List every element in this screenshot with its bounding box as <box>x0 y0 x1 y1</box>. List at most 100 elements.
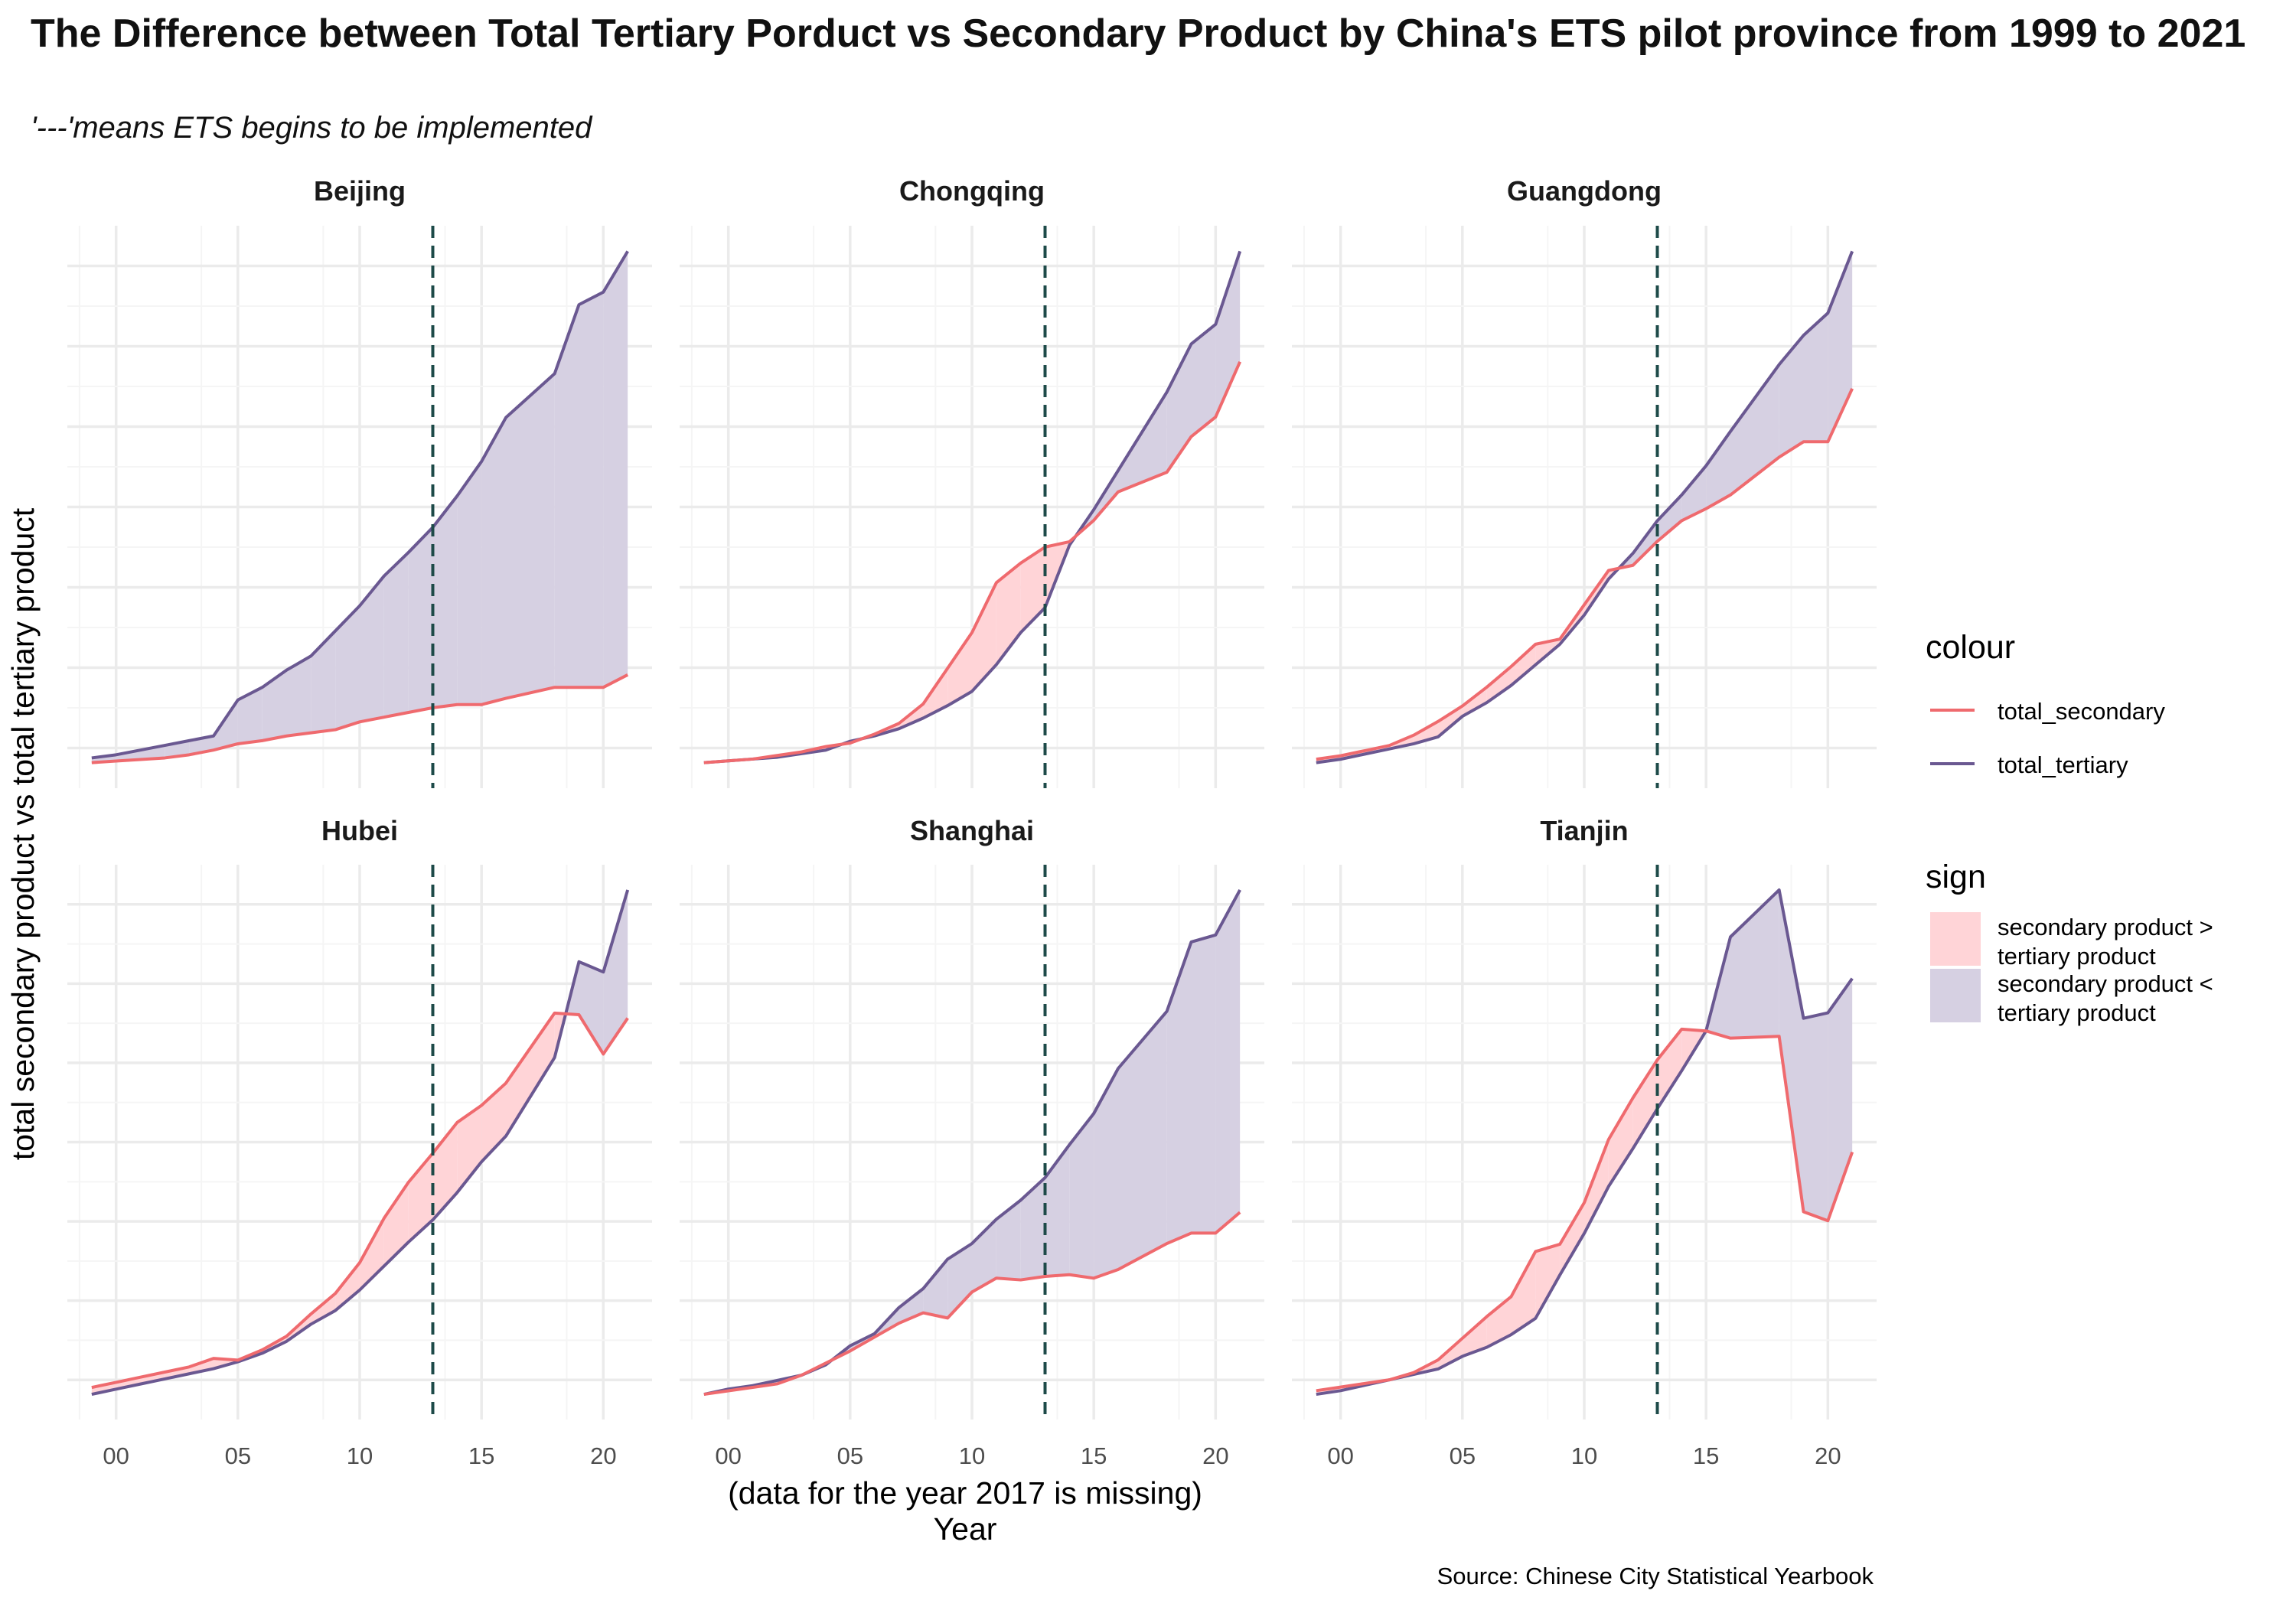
ribbon-segment <box>947 632 972 706</box>
x-tick-label: 15 <box>1693 1442 1719 1469</box>
ribbon-segment <box>1462 686 1487 717</box>
x-tick-label: 15 <box>1081 1442 1107 1469</box>
difference-ribbon <box>1316 251 1853 763</box>
line-total-tertiary <box>91 250 629 760</box>
ribbon-segment <box>1828 978 1853 1221</box>
ribbon-segment <box>996 1200 1021 1280</box>
ribbon-segment <box>1632 520 1658 566</box>
legend-label-tertiary-greater-l1: secondary product < <box>1998 970 2213 997</box>
ribbon-segment <box>1706 431 1730 509</box>
ribbon-segment <box>1020 1177 1045 1280</box>
x-tick-label: 15 <box>468 1442 494 1469</box>
line-total-tertiary <box>91 889 630 1397</box>
facet-strip-label: Hubei <box>321 815 398 846</box>
ribbon-segment <box>214 699 238 751</box>
facet-panel-guangdong: Guangdong <box>1292 175 1877 788</box>
ribbon-segment <box>923 1259 948 1319</box>
facet-panel-shanghai: Shanghai 00 05 10 15 20 <box>680 815 1264 1469</box>
ribbon-segment <box>1118 1011 1167 1270</box>
ribbon-segment <box>1657 1028 1682 1109</box>
x-tick-label: 20 <box>590 1442 616 1469</box>
ribbon-segment <box>91 1382 116 1395</box>
ribbon-segment <box>1118 392 1167 492</box>
ribbon-segment <box>432 496 458 708</box>
ribbon-segment <box>116 1377 141 1390</box>
ribbon-segment <box>1166 344 1192 473</box>
ribbon-segment <box>1584 1139 1609 1234</box>
ribbon-segment <box>1779 335 1804 458</box>
x-axis-title-line1: (data for the year 2017 is missing) <box>728 1475 1202 1511</box>
y-axis-title: total secondary product vs total tertiar… <box>5 507 41 1160</box>
ribbon-segment <box>1166 941 1192 1244</box>
ribbon-segment <box>360 1217 384 1290</box>
legend-key-secondary-greater <box>1930 912 1981 966</box>
facet-strip-label: Beijing <box>314 175 406 207</box>
ribbon-segment <box>506 1012 555 1136</box>
line-total-tertiary <box>703 250 1242 764</box>
panel-grid <box>680 226 1264 788</box>
facet-strip-label: Chongqing <box>899 175 1045 207</box>
facet-panel-beijing: Beijing <box>67 175 652 788</box>
legend: colour total_secondary total_tertiary si… <box>1926 629 2213 1026</box>
ribbon-segment <box>1730 364 1779 495</box>
ribbon-segment <box>579 292 604 688</box>
x-tick-label: 10 <box>347 1442 373 1469</box>
ribbon-segment <box>972 582 996 692</box>
ribbon-segment <box>383 1182 409 1266</box>
ribbon-segment <box>457 1105 482 1193</box>
line-total-secondary <box>1316 1027 1854 1393</box>
x-tick-label: 20 <box>1815 1442 1841 1469</box>
ribbon-segment <box>1511 1251 1536 1335</box>
difference-ribbon <box>703 251 1241 763</box>
ribbon-segment <box>262 670 287 741</box>
x-tick-label: 05 <box>837 1442 863 1469</box>
source-caption: Source: Chinese City Statistical Yearboo… <box>1437 1563 1874 1589</box>
line-total-secondary <box>91 1011 629 1390</box>
ribbon-segment <box>1657 494 1682 542</box>
x-tick-label: 00 <box>103 1442 129 1469</box>
ribbon-segment <box>1486 667 1512 703</box>
ribbon-segment <box>1215 889 1241 1234</box>
x-tick-label: 10 <box>1571 1442 1597 1469</box>
legend-label-tertiary-greater-l2: tertiary product <box>1998 999 2156 1026</box>
ribbon-segment <box>1486 1296 1512 1348</box>
facet-panels: Beijing Chongqing Guangdong Hubei 00 05 10 15 20… <box>67 175 1877 1469</box>
line-total-tertiary <box>703 889 1241 1397</box>
x-tick-label: 00 <box>715 1442 741 1469</box>
line-total-secondary <box>91 673 629 764</box>
ribbon-segment <box>1438 706 1463 737</box>
ribbon-segment <box>1462 1316 1487 1357</box>
ribbon-segment <box>140 1372 165 1384</box>
ribbon-segment <box>1779 889 1804 1212</box>
ribbon-segment <box>603 889 628 1054</box>
facet-panel-hubei: Hubei 00 05 10 15 20 <box>67 815 652 1469</box>
legend-label-total-tertiary: total_tertiary <box>1998 751 2128 778</box>
ribbon-segment <box>383 552 409 718</box>
ribbon-segment <box>1191 324 1216 437</box>
ribbon-segment <box>1094 1068 1118 1279</box>
ribbon-segment <box>554 305 579 688</box>
x-tick-label: 00 <box>1327 1442 1353 1469</box>
x-tick-label: 10 <box>959 1442 985 1469</box>
line-total-secondary <box>703 360 1241 764</box>
ribbon-segment <box>165 1367 190 1379</box>
ribbon-segment <box>286 656 311 736</box>
line-total-secondary <box>703 1211 1241 1397</box>
facet-strip-label: Tianjin <box>1540 815 1628 846</box>
legend-key-tertiary-greater <box>1930 969 1981 1022</box>
ribbon-segment <box>116 750 141 761</box>
x-tick-label: 20 <box>1202 1442 1228 1469</box>
ribbon-segment <box>1511 644 1536 686</box>
difference-ribbon <box>91 251 628 763</box>
panel-grid <box>67 865 652 1420</box>
legend-sign-title: sign <box>1926 859 1986 895</box>
ribbon-segment <box>947 1243 972 1319</box>
chart-title: The Difference between Total Tertiary Po… <box>31 11 2246 56</box>
line-total-tertiary <box>1316 250 1854 764</box>
chart-subtitle: '---'means ETS begins to be implemented <box>31 111 592 145</box>
ribbon-segment <box>360 575 384 722</box>
ribbon-segment <box>923 668 948 719</box>
x-axis-title-line2: Year <box>934 1511 997 1547</box>
